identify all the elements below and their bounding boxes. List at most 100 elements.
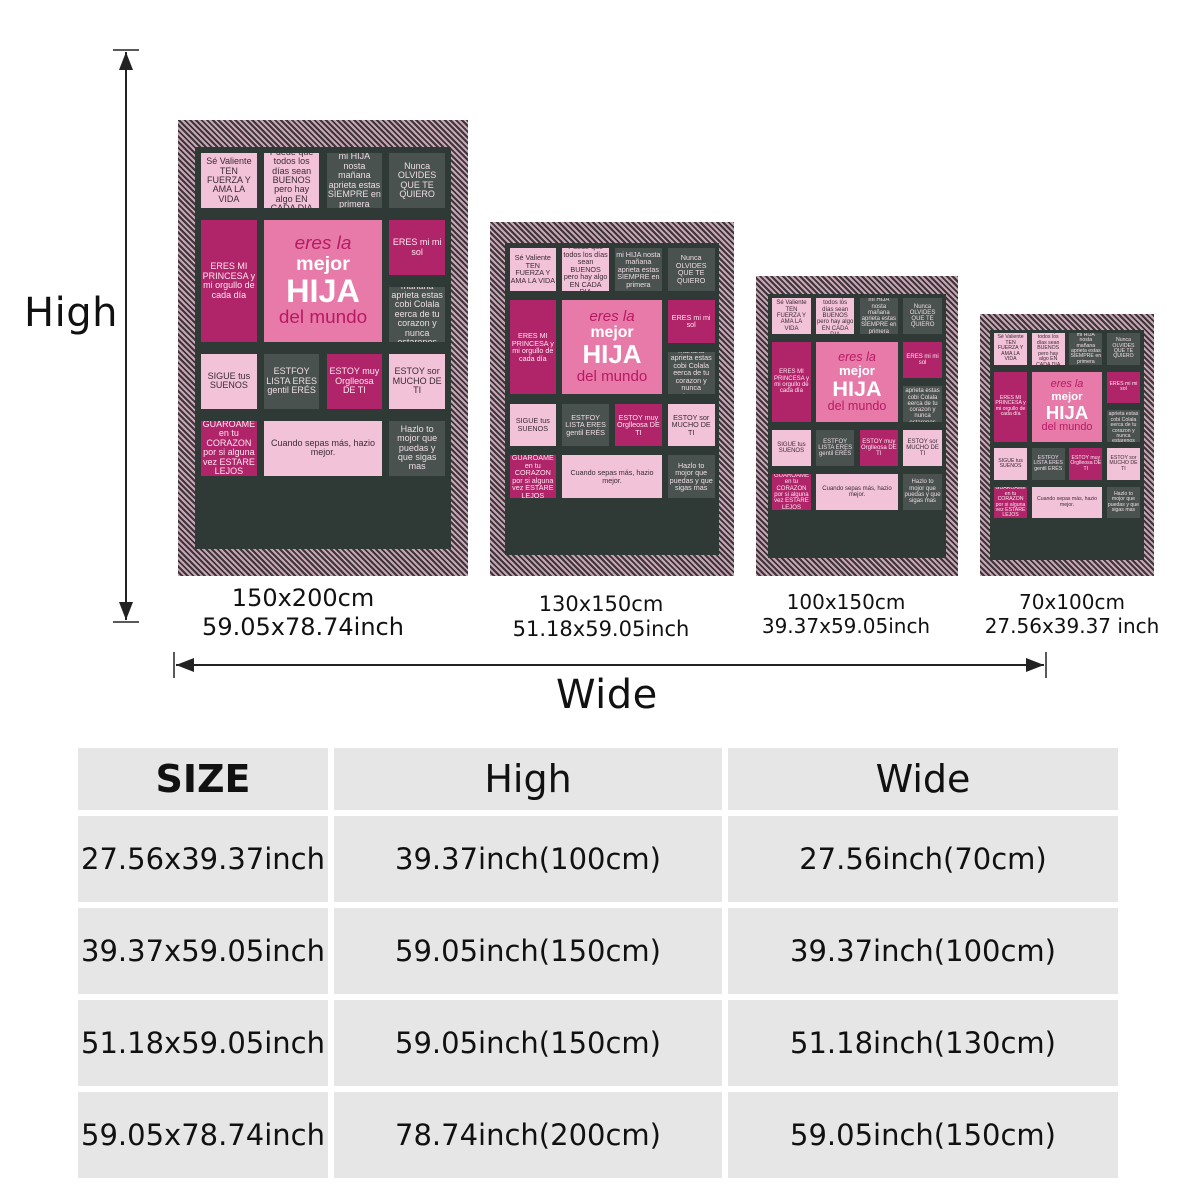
hero-line-3: HIJA [582,340,642,369]
table-row: 59.05x78.74inch 78.74inch(200cm) 59.05in… [78,1092,1118,1178]
cell-size: 51.18x59.05inch [78,1000,328,1086]
blanket-image-1: Sé Valiente TEN FUERZA Y AMA LA VIDA Pue… [178,120,468,576]
tile-hazlo: Hazlo to mojor que puedas y que sigas ma… [389,420,445,476]
tile-orgullosa: ESTOY muy Orglleosa DE TI [1069,448,1103,481]
tile-lista: ESTFOY LISTA ERES gentil ERÉS [815,429,855,467]
table-row: 27.56x39.37inch 39.37inch(100cm) 27.56in… [78,816,1118,902]
cell-wide: 39.37inch(100cm) [728,908,1118,994]
hero-line-2: mejor [296,252,350,275]
size-label-inch: 27.56x39.37 inch [984,614,1160,638]
size-label-cm: 130x150cm [538,592,664,616]
tile-cuando: Cuando sepas más, hazio mejor. [263,420,383,476]
cell-wide: 59.05inch(150cm) [728,1092,1118,1178]
tile-mihija: mi HIJA nosta mañana aprieta estas SIEMP… [1069,333,1103,365]
hero-line-4: del mundo [278,307,368,329]
cell-high: 39.37inch(100cm) [334,816,722,902]
hero-line-2: mejor [590,324,634,342]
table-row: 39.37x59.05inch 59.05inch(150cm) 39.37in… [78,908,1118,994]
cell-size: 27.56x39.37inch [78,816,328,902]
tile-cuando: Cuando sepas más, hazio mejor. [1031,486,1103,519]
tile-cuando: Cuando sepas más, hazio mejor. [562,455,662,499]
tile-hero: eres la mejor HIJA del mundo [1031,371,1103,442]
cell-wide: 51.18inch(130cm) [728,1000,1118,1086]
tile-puede: Puede que todos los días sean BUENOS per… [815,298,855,335]
tile-hero: eres la mejor HIJA del mundo [263,220,383,343]
cell-wide: 27.56inch(70cm) [728,816,1118,902]
width-axis-label: Wide [556,672,658,718]
cell-size: 39.37x59.05inch [78,908,328,994]
size-label-inch: 51.18x59.05inch [512,617,690,642]
tile-hazlo: Hazlo to mojor que puedas y que sigas ma… [903,473,942,511]
tile-hazlo: Hazlo to mojor que puedas y que sigas ma… [1106,486,1141,519]
tile-misol: ERES mi mi sol [1106,371,1141,404]
header-wide: Wide [728,748,1118,810]
size-label-cm: 100x150cm [786,590,906,614]
tile-guardame: GUAROAME en tu CORAZON por si alguna vez… [509,455,557,499]
size-label-130x150: 130x150cm 51.18x59.05inch [490,592,712,642]
cell-size: 59.05x78.74inch [78,1092,328,1178]
tile-mihija: mi HIJA nosta mañana aprieta estas SIEMP… [615,248,662,291]
hero-line-3: HIJA [832,375,882,401]
table-row: 51.18x59.05inch 59.05inch(150cm) 51.18in… [78,1000,1118,1086]
cell-high: 59.05inch(150cm) [334,908,722,994]
tile-orgullosa: ESTOY muy Orglleosa DE TI [615,403,662,447]
tile-mucho: ESTOY sor MUCHO DE TI [903,429,942,467]
tile-valiente: Sé Valiente TEN FUERZA Y AMA LA VIDA [509,248,557,291]
hero-line-1: eres la [838,349,876,364]
tile-manana: hasta mañana aprieta estas cobi Colala e… [1106,409,1141,442]
tile-lista: ESTFOY LISTA ERES gentil ERÉS [562,403,609,447]
tile-princesa: ERES MI PRINCESA y mi orgullo de cada dí… [993,371,1028,442]
tile-misol: ERES mi mi sol [903,341,942,379]
hero-line-1: eres la [294,232,352,254]
size-label-cm: 150x200cm [231,584,375,612]
tile-valiente: Sé Valiente TEN FUERZA Y AMA LA VIDA [201,153,257,209]
tile-orgullosa: ESTOY muy Orglleosa DE TI [326,353,383,410]
hero-line-4: del mundo [576,368,648,386]
tile-mihija: mi HIJA nosta mañana aprieta estas SIEMP… [326,153,383,209]
tile-lista: ESTFOY LISTA ERES gentil ERÉS [263,353,320,410]
tile-guardame: GUAROAME en tu CORAZON por si alguna vez… [201,420,257,476]
size-label-70x100: 70x100cm 27.56x39.37 inch [966,590,1178,638]
tile-sigue: SIGUE tus SUENOS [993,448,1028,481]
size-label-cm: 70x100cm [1019,590,1125,614]
tile-orgullosa: ESTOY muy Orglleosa DE TI [859,429,899,467]
tile-hazlo: Hazlo to mojor que puedas y que sigas ma… [667,455,715,499]
tile-misol: ERES mi mi sol [667,299,715,343]
size-label-100x150: 100x150cm 39.37x59.05inch [746,590,946,638]
tile-misol: ERES mi mi sol [389,220,445,276]
tile-guardame: GUAROAME en tu CORAZON por si alguna vez… [993,486,1028,519]
tile-hero: eres la mejor HIJA del mundo [562,299,662,395]
header-high: High [334,748,722,810]
tile-nunca: Nunca OLVIDES QUE TE QUIERO [389,153,445,209]
hero-line-3: HIJA [286,273,360,310]
tile-sigue: SIGUE tus SUENOS [772,429,811,467]
size-label-inch: 59.05x78.74inch [202,612,404,641]
tile-mucho: ESTOY sor MUCHO DE TI [667,403,715,447]
tile-nunca: Nunca OLVIDES QUE TE QUIERO [1106,333,1141,365]
table-header-row: SIZE High Wide [78,748,1118,810]
tile-mucho: ESTOY sor MUCHO DE TI [1106,448,1141,481]
hero-line-4: del mundo [827,399,887,414]
tile-princesa: ERES MI PRINCESA y mi orgullo de cada dí… [772,341,811,423]
hero-line-1: eres la [589,308,635,326]
height-dimension-arrow [113,49,139,623]
size-label-inch: 39.37x59.05inch [761,614,931,638]
tile-valiente: Sé Valiente TEN FUERZA Y AMA LA VIDA [993,333,1028,365]
size-table: SIZE High Wide 27.56x39.37inch 39.37inch… [78,748,1118,1184]
tile-manana: hasta mañana aprieta estas cobi Colala e… [667,351,715,395]
tile-lista: ESTFOY LISTA ERES gentil ERÉS [1031,448,1065,481]
hero-line-2: mejor [839,362,875,378]
cell-high: 78.74inch(200cm) [334,1092,722,1178]
tile-hero: eres la mejor HIJA del mundo [815,341,899,423]
tile-mihija: mi HIJA nosta mañana aprieta estas SIEMP… [859,298,899,335]
tile-nunca: Nunca OLVIDES QUE TE QUIERO [903,298,942,335]
blanket-image-2: Sé Valiente TEN FUERZA Y AMA LA VIDA Pue… [490,222,734,576]
tile-princesa: ERES MI PRINCESA y mi orgullo de cada dí… [201,220,257,343]
tile-puede: Puede que todos los días sean BUENOS per… [562,248,609,291]
hero-line-1: eres la [1050,378,1084,391]
blanket-image-4: Sé Valiente TEN FUERZA Y AMA LA VIDA Pue… [980,314,1154,576]
header-size: SIZE [78,748,328,810]
tile-puede: Puede que todos los días sean BUENOS per… [1031,333,1065,365]
hero-line-2: mejor [1051,390,1083,403]
tile-manana: hasta mañana aprieta estas cobi Colala e… [903,385,942,423]
